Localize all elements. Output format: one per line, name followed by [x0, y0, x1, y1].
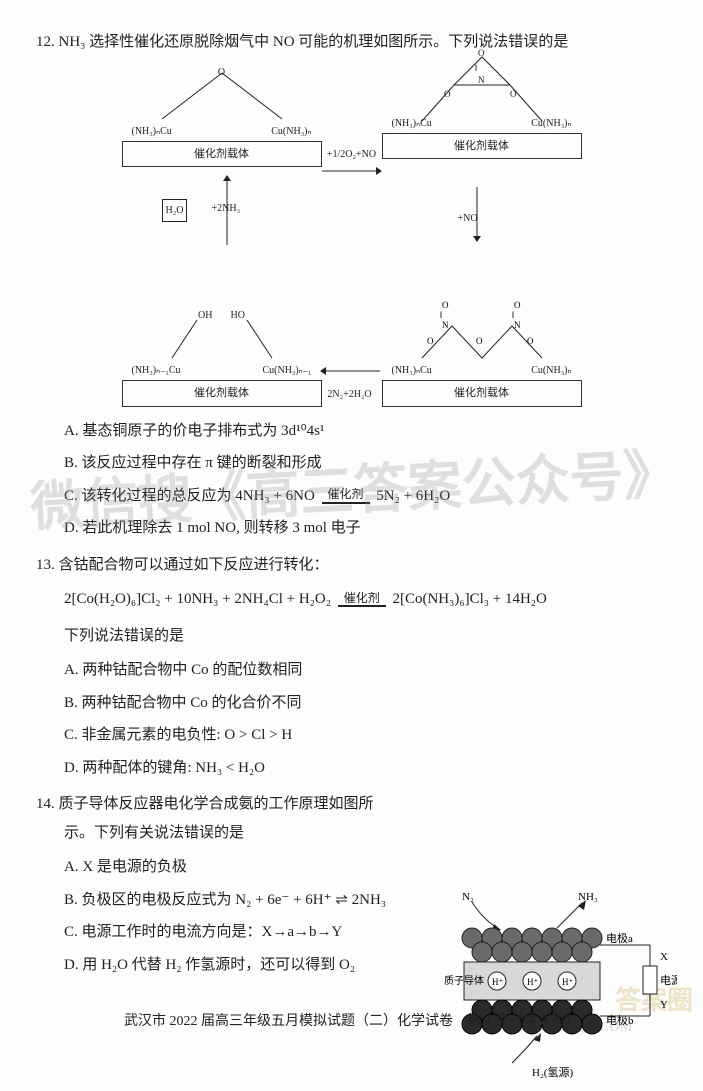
svg-text:O: O — [510, 89, 517, 99]
svg-text:H⁺: H⁺ — [562, 977, 573, 987]
q14-stem1: 质子导体反应器电化学合成氨的工作原理如图所 — [59, 796, 374, 812]
svg-text:NH₃: NH₃ — [578, 891, 598, 903]
carrier-bl: 催化剂载体 — [122, 380, 322, 407]
svg-text:‖: ‖ — [475, 63, 478, 73]
svg-text:O: O — [514, 300, 521, 310]
nh3cu-bl: (NH₃)ₙ₋₁Cu — [132, 361, 181, 380]
q13-optD: D. 两种配体的键角: NH₃ < H₂O — [64, 754, 667, 783]
o-label: O — [122, 63, 322, 82]
svg-text:O: O — [476, 336, 483, 346]
svg-text:H⁺: H⁺ — [492, 977, 503, 987]
catalyst-arrow-13: 催化剂 — [338, 592, 386, 607]
carrier-tl: 催化剂载体 — [122, 141, 322, 168]
q13-stem: 含钴配合物可以通过如下反应进行转化： — [59, 557, 329, 573]
svg-text:电源: 电源 — [660, 973, 677, 987]
q12-optD: D. 若此机理除去 1 mol NO, 则转移 3 mol 电子 — [64, 514, 667, 543]
nh3cu-left: (NH₃)ₙCu — [132, 122, 172, 141]
svg-text:O: O — [478, 49, 485, 58]
svg-text:H₂(氢源): H₂(氢源) — [532, 1065, 573, 1079]
q13-lead: 下列说法错误的是 — [64, 622, 667, 651]
q14-optB: B. 负极区的电极反应式为 N₂ + 6e⁻ + 6H⁺ ⇌ 2NH₃ — [64, 886, 444, 915]
cunh3-bl: Cu(NH₃)ₙ₋₁ — [262, 361, 311, 380]
svg-text:电极a: 电极a — [606, 931, 633, 945]
arrow-top: +1/2O₂+NO — [322, 145, 382, 185]
q14-figure: N₂ NH₃ 电极a H⁺ H⁺ H⁺ 质子导体 电极b X — [442, 888, 677, 1088]
catalyst-arrow: 催化剂 — [322, 488, 370, 503]
q14-optA: A. X 是电源的负极 — [64, 853, 444, 882]
q12-optA: A. 基态铜原子的价电子排布式为 3d¹⁰4s¹ — [64, 417, 667, 446]
oh-label: OH — [198, 306, 212, 325]
q13-number: 13. — [36, 557, 55, 573]
q13-optB: B. 两种钴配合物中 Co 的化合价不同 — [64, 689, 667, 718]
q14-stem2: 示。下列有关说法错误的是 — [64, 819, 667, 848]
page-footer: 武汉市 2022 届高三年级五月模拟试题（二）化学试卷 第 4 页（共 8 页） — [36, 1009, 667, 1036]
svg-text:‖: ‖ — [512, 310, 515, 320]
cunh3-right: Cu(NH₃)ₙ — [271, 122, 311, 141]
q14-number: 14. — [36, 796, 55, 812]
svg-text:X: X — [660, 951, 668, 963]
svg-text:O: O — [442, 300, 449, 310]
nh3cu-br: (NH₃)ₙCu — [392, 361, 432, 380]
q12: 12. NH₃ 选择性催化还原脱除烟气中 NO 可能的机理如图所示。下列说法错误… — [36, 28, 667, 543]
svg-text:质子导体: 质子导体 — [444, 975, 484, 987]
q12-optB: B. 该反应过程中存在 π 键的断裂和形成 — [64, 449, 667, 478]
q13-optA: A. 两种钴配合物中 Co 的配位数相同 — [64, 656, 667, 685]
q12-optC: C. 该转化过程的总反应为 4NH₃ + 6NO 催化剂 5N₂ + 6H₂O — [64, 482, 667, 511]
q13-equation: 2[Co(H₂O)₆]Cl₂ + 10NH₃ + 2NH₄Cl + H₂O₂ 催… — [64, 585, 667, 614]
svg-text:O: O — [444, 89, 451, 99]
q12-number: 12. — [36, 34, 55, 50]
q14-optC: C. 电源工作时的电流方向是：X→a→b→Y — [64, 918, 444, 947]
q12-diagram: O (NH₃)ₙCu Cu(NH₃)ₙ 催化剂载体 O ‖ N O O — [122, 67, 582, 407]
svg-text:N: N — [442, 320, 449, 330]
svg-text:‖: ‖ — [440, 310, 443, 320]
arrow-bottom: 2N₂+2H₂O — [320, 364, 380, 404]
q13-optC: C. 非金属元素的电负性: O > Cl > H — [64, 721, 667, 750]
ho-label: HO — [231, 306, 245, 325]
svg-text:H⁺: H⁺ — [527, 977, 538, 987]
q13: 13. 含钴配合物可以通过如下反应进行转化： 2[Co(H₂O)₆]Cl₂ + … — [36, 551, 667, 783]
svg-text:N: N — [478, 75, 485, 85]
carrier-tr: 催化剂载体 — [382, 133, 582, 160]
svg-text:O: O — [527, 336, 534, 346]
carrier-br: 催化剂载体 — [382, 380, 582, 407]
N2-label: N₂ — [462, 891, 474, 903]
svg-text:N: N — [514, 320, 521, 330]
svg-text:O: O — [427, 336, 434, 346]
cunh3-br: Cu(NH₃)ₙ — [531, 361, 571, 380]
arrow-right: +NO — [442, 187, 512, 249]
arrow-left: H₂O +2NH₃ — [192, 175, 262, 252]
q14-optD: D. 用 H₂O 代替 H₂ 作氢源时，还可以得到 O₂ — [64, 951, 444, 980]
